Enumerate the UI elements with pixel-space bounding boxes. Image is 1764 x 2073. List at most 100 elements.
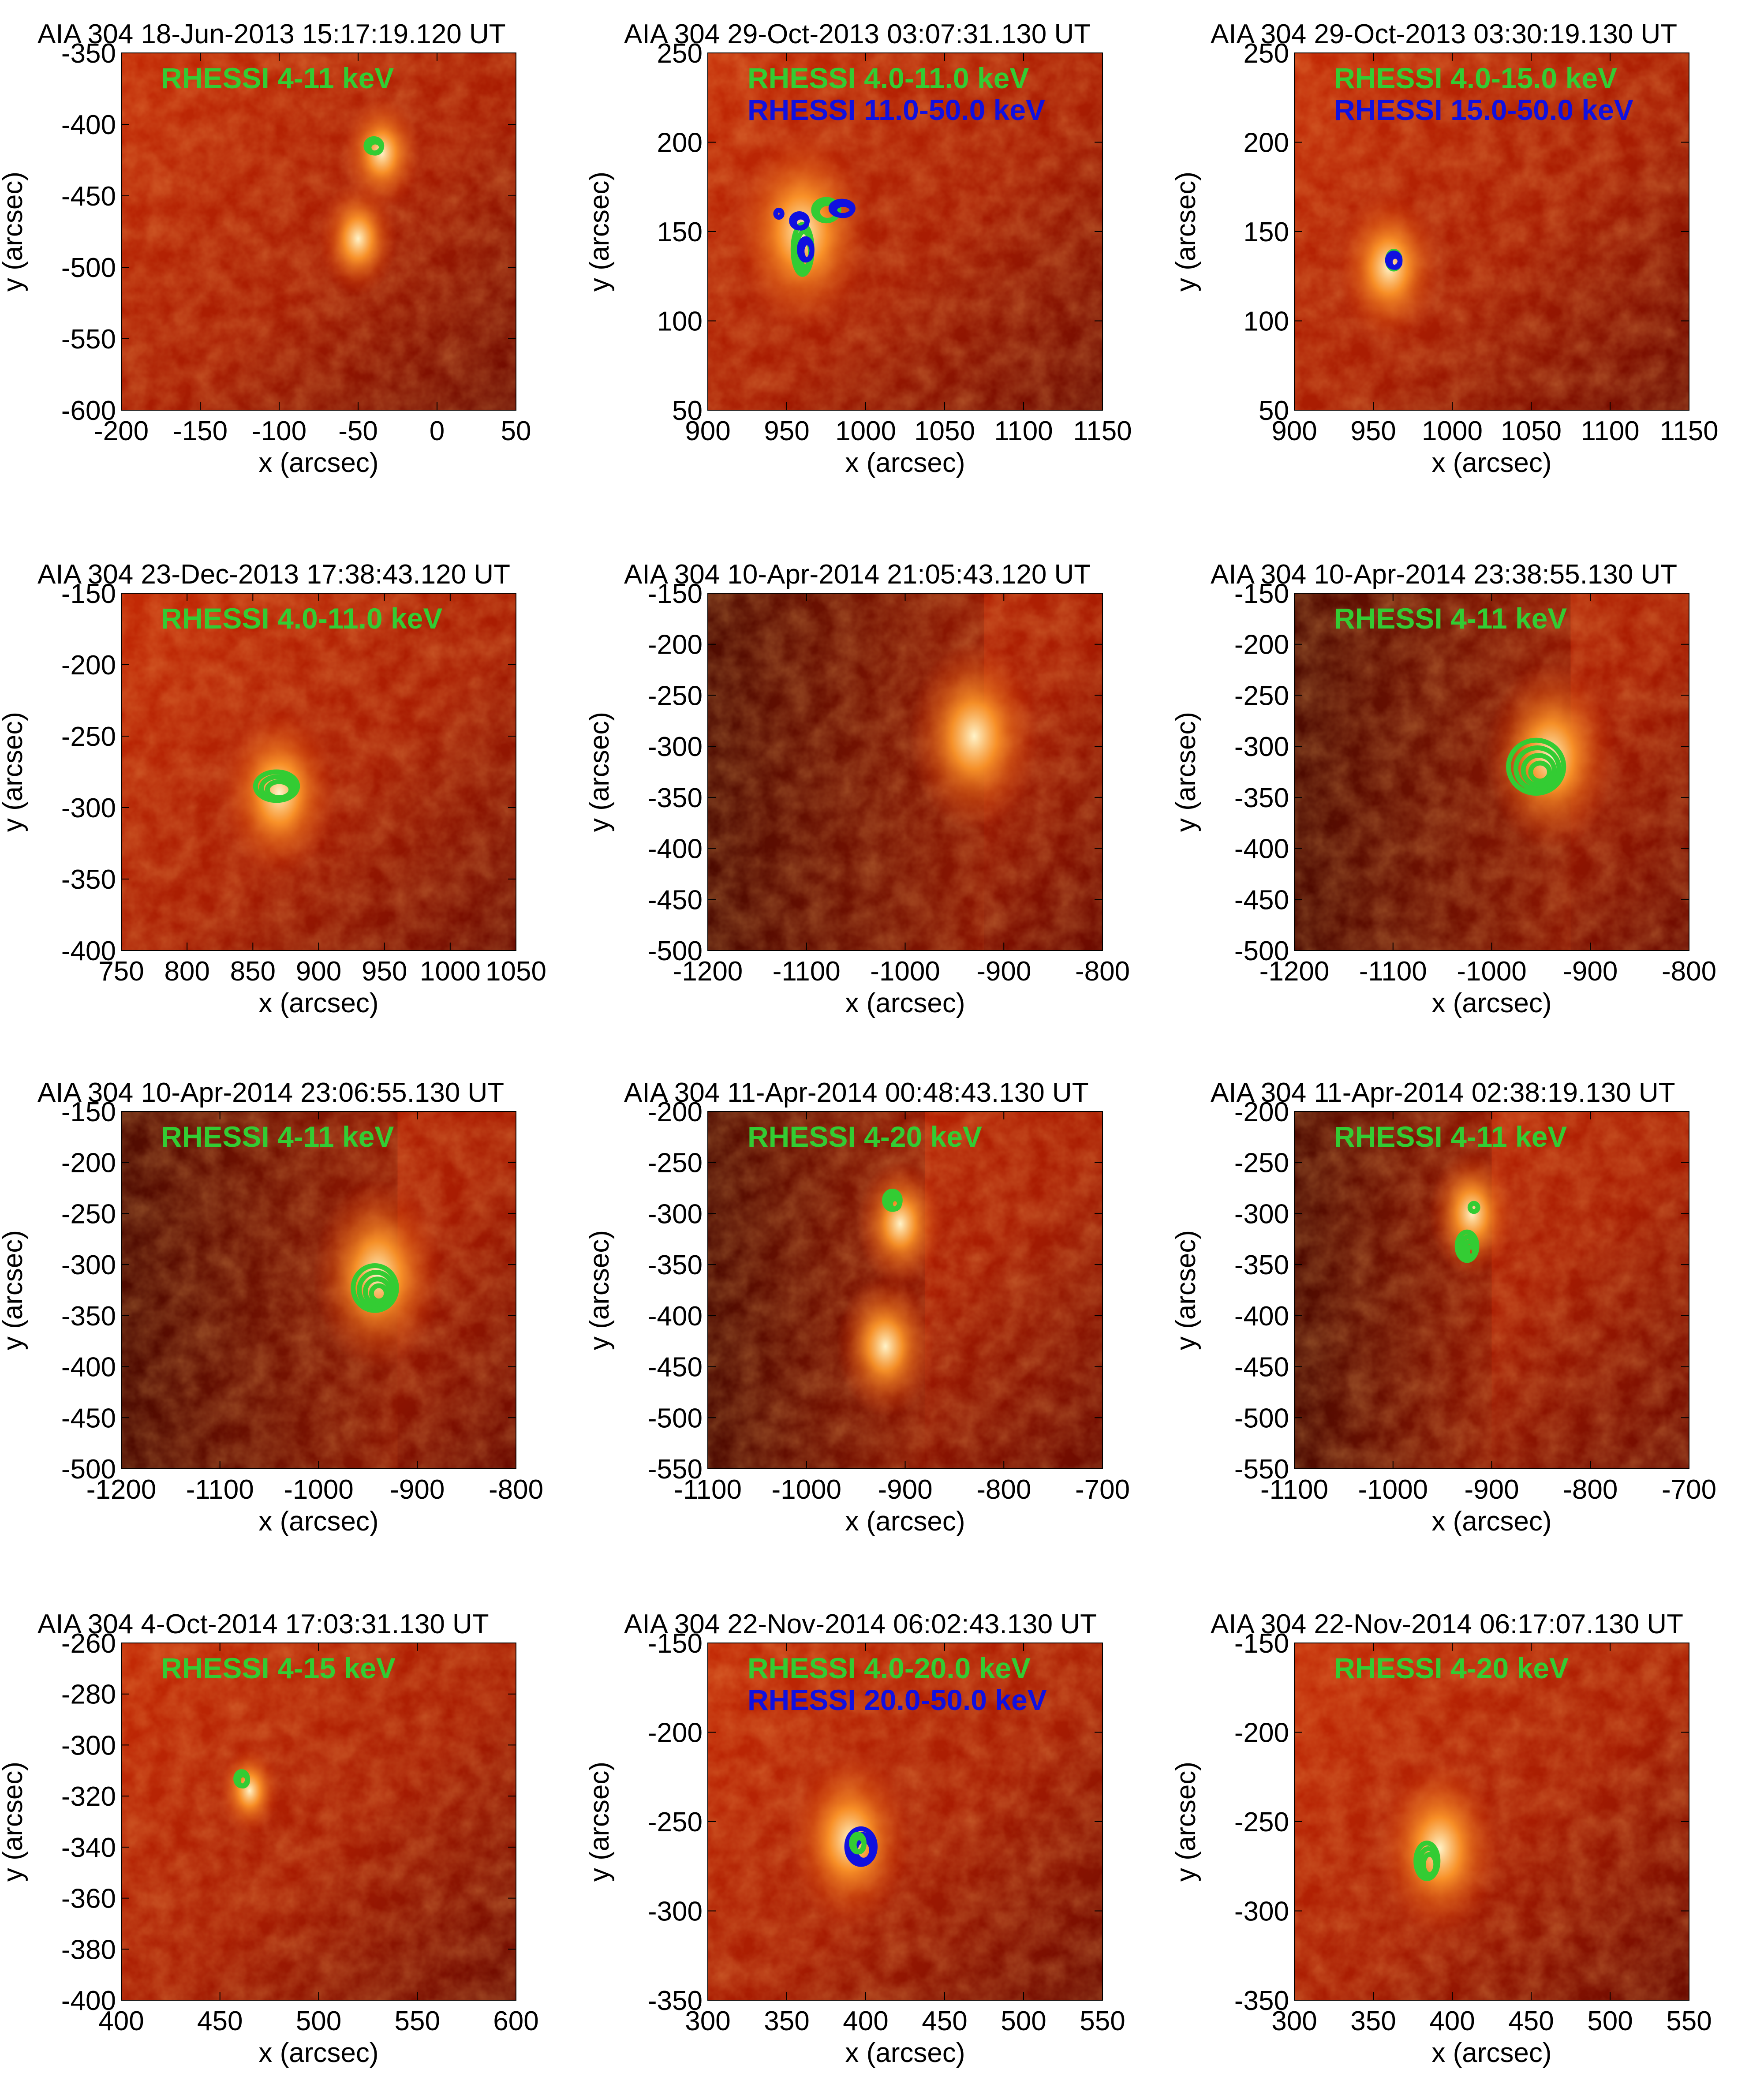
y-tick-label: -250 (61, 1199, 116, 1229)
x-tick-label: -800 (976, 1474, 1031, 1505)
x-tick-label: 350 (764, 2006, 809, 2036)
x-tick-label: 350 (1350, 2006, 1396, 2036)
legend-entry: RHESSI 4-20 keV (1334, 1652, 1569, 1684)
y-tick-label: -550 (648, 1454, 703, 1485)
y-tick-label: -350 (61, 864, 116, 895)
y-tick-label: -200 (1234, 1097, 1289, 1127)
x-tick-label: 1150 (1659, 416, 1718, 446)
y-tick-label: -150 (648, 579, 703, 609)
y-tick-label: -500 (648, 936, 703, 966)
panel-title: AIA 304 29-Oct-2013 03:07:31.130 UT (624, 19, 1091, 49)
solar-image (708, 593, 1102, 950)
y-tick-label: -200 (648, 630, 703, 660)
panel-10: AIA 304 4-Oct-2014 17:03:31.130 UT RHESSI… (0, 1609, 539, 2068)
legend-entry: RHESSI 4-11 keV (161, 62, 394, 94)
x-tick-label: 450 (1508, 2006, 1554, 2036)
y-tick-label: -450 (61, 181, 116, 212)
y-tick-label: 50 (1259, 396, 1289, 426)
solar-image (1294, 1111, 1689, 1469)
y-tick-label: -350 (648, 1250, 703, 1280)
rhessi-contour-green (351, 1263, 399, 1313)
x-tick-label: -800 (1662, 956, 1716, 987)
x-tick-label: -100 (252, 416, 306, 446)
y-tick-label: -350 (61, 38, 116, 69)
y-tick-label: -450 (1234, 885, 1289, 915)
panel-title: AIA 304 18-Jun-2013 15:17:19.120 UT (37, 19, 506, 49)
legend-entry: RHESSI 4-11 keV (1334, 1120, 1567, 1153)
panel-title: AIA 304 29-Oct-2013 03:30:19.130 UT (1211, 19, 1677, 49)
y-tick-label: -250 (61, 722, 116, 752)
x-tick-label: 450 (922, 2006, 967, 2036)
y-tick-label: -400 (1234, 834, 1289, 864)
y-tick-label: -300 (61, 1250, 116, 1280)
y-tick-label: -150 (61, 579, 116, 609)
x-tick-label: -200 (94, 416, 149, 446)
legend-entry: RHESSI 4-11 keV (1334, 602, 1567, 635)
rhessi-contour-blue (792, 214, 810, 231)
panel-6: AIA 304 10-Apr-2014 23:38:55.130 UT RHESS… (1171, 559, 1716, 1018)
solar-image (708, 1111, 1102, 1469)
x-axis-label: x (arcsec) (258, 988, 378, 1018)
panel-4: AIA 304 23-Dec-2013 17:38:43.120 UT RHESS… (0, 559, 546, 1018)
y-tick-label: -300 (61, 1730, 116, 1761)
y-tick-label: -550 (1234, 1454, 1289, 1485)
x-tick-label: -900 (878, 1474, 932, 1505)
x-tick-label: 1050 (914, 416, 975, 446)
x-tick-label: -700 (1075, 1474, 1130, 1505)
rhessi-contour-green (236, 1772, 250, 1789)
x-axis-label: x (arcsec) (258, 2038, 378, 2068)
x-tick-label: 500 (1587, 2006, 1633, 2036)
x-tick-label: 550 (1080, 2006, 1125, 2036)
y-axis-label: y (arcsec) (1171, 1762, 1201, 1882)
x-tick-label: 1150 (1073, 416, 1132, 446)
x-tick-label: -900 (976, 956, 1031, 987)
rhessi-contour-green (1528, 760, 1552, 784)
x-axis-label: x (arcsec) (845, 2038, 965, 2068)
x-axis-label: x (arcsec) (258, 448, 378, 478)
y-tick-label: -300 (648, 1897, 703, 1927)
legend-entry: RHESSI 4-15 keV (161, 1652, 396, 1684)
y-tick-label: -350 (648, 1986, 703, 2016)
y-axis-label: y (arcsec) (0, 712, 28, 832)
y-axis-label: y (arcsec) (584, 1230, 615, 1350)
y-tick-label: -250 (1234, 1807, 1289, 1837)
x-axis-label: x (arcsec) (845, 988, 965, 1018)
x-tick-label: -1100 (674, 1474, 742, 1505)
y-tick-label: -200 (1234, 630, 1289, 660)
y-tick-label: -250 (648, 1148, 703, 1179)
panel-5: AIA 304 10-Apr-2014 21:05:43.120 UT -1200… (584, 559, 1130, 1018)
y-tick-label: -200 (648, 1718, 703, 1748)
x-tick-label: 400 (98, 2006, 144, 2036)
panel-2: AIA 304 29-Oct-2013 03:07:31.130 UT RHESS… (584, 19, 1132, 478)
y-tick-label: -380 (61, 1935, 116, 1965)
y-tick-label: -280 (61, 1680, 116, 1710)
x-tick-label: 300 (685, 2006, 730, 2036)
x-tick-label: 900 (1271, 416, 1317, 446)
x-tick-label: 750 (98, 956, 144, 987)
rhessi-contour-green (369, 1283, 389, 1304)
legend-entry: RHESSI 20.0-50.0 keV (747, 1684, 1047, 1716)
y-tick-label: -200 (61, 650, 116, 681)
y-tick-label: -400 (61, 1986, 116, 2016)
y-tick-label: -500 (61, 253, 116, 283)
x-axis-label: x (arcsec) (845, 1506, 965, 1537)
y-tick-label: -500 (1234, 936, 1289, 966)
panel-7: AIA 304 10-Apr-2014 23:06:55.130 UT RHESS… (0, 1078, 543, 1537)
legend-entry: RHESSI 15.0-50.0 keV (1334, 94, 1633, 126)
rhessi-contour-green (1421, 1852, 1439, 1877)
y-tick-label: 200 (657, 128, 703, 158)
y-tick-label: 250 (657, 38, 703, 69)
y-tick-label: -400 (61, 110, 116, 140)
x-tick-label: -1200 (86, 1474, 157, 1505)
panel-1: AIA 304 18-Jun-2013 15:17:19.120 UT RHESS… (0, 19, 531, 478)
y-tick-label: 200 (1244, 128, 1289, 158)
panel-12: AIA 304 22-Nov-2014 06:17:07.130 UT RHESS… (1171, 1609, 1712, 2068)
panel-3: AIA 304 29-Oct-2013 03:30:19.130 UT RHESS… (1171, 19, 1719, 478)
x-tick-label: -800 (1075, 956, 1130, 987)
y-axis-label: y (arcsec) (584, 1762, 615, 1882)
x-tick-label: -1100 (773, 956, 841, 987)
rhessi-contour-green (1513, 745, 1562, 792)
legend-entry: RHESSI 4.0-11.0 keV (747, 62, 1029, 94)
x-tick-label: -1200 (673, 956, 743, 987)
y-tick-label: 50 (672, 396, 703, 426)
